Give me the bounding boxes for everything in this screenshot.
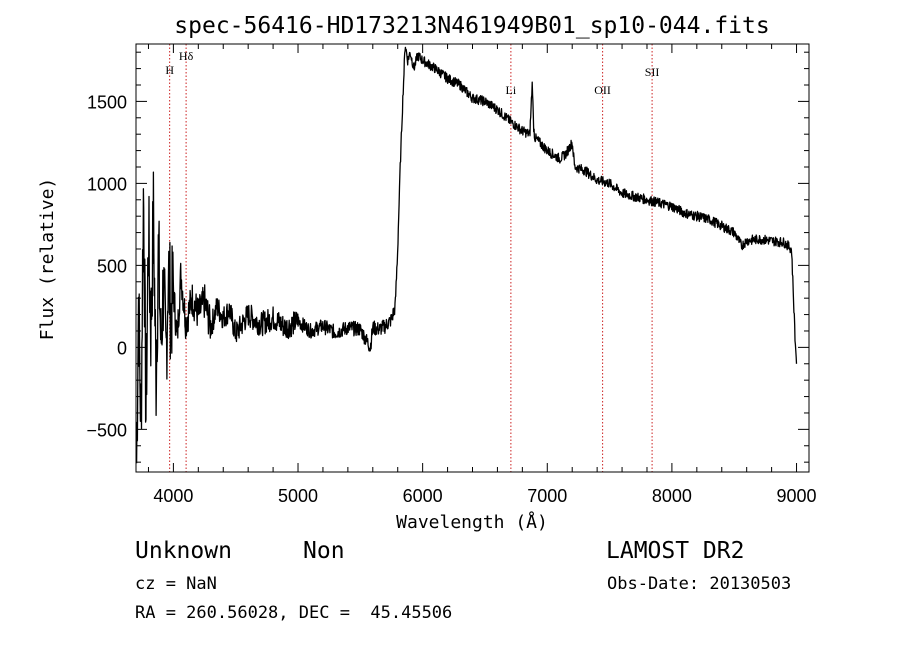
x-tick-label-4: 8000 (652, 486, 692, 506)
y-tick-label-3: 1000 (87, 174, 127, 194)
x-tick-label-1: 5000 (278, 486, 318, 506)
x-tick-label-3: 7000 (527, 486, 567, 506)
y-tick-label-4: 1500 (87, 92, 127, 112)
marker-label-0: H (165, 63, 174, 77)
marker-lines (169, 44, 653, 472)
x-axis-ticks: 4000 5000 6000 7000 8000 9000 (147, 44, 817, 506)
marker-label-3: OII (594, 83, 611, 97)
cz-value: cz = NaN (135, 574, 217, 594)
x-tick-label-0: 4000 (153, 486, 193, 506)
y-axis-label: Flux (relative) (37, 178, 58, 341)
marker-label-1: Hδ (179, 49, 194, 63)
y-tick-label-1: 0 (117, 338, 127, 358)
x-axis-label: Wavelength (Å) (396, 511, 548, 533)
y-tick-label-2: 500 (97, 256, 127, 276)
plot-frame (135, 43, 810, 473)
coordinates: RA = 260.56028, DEC = 45.45506 (135, 603, 453, 623)
spectrum-series-line (135, 46, 798, 464)
marker-label-4: SII (645, 65, 660, 79)
y-axis-ticks: −500 0 500 1000 1500 (86, 51, 809, 463)
chart-title: spec-56416-HD173213N461949B01_sp10-044.f… (174, 13, 769, 39)
survey-label: LAMOST DR2 (606, 538, 745, 564)
y-tick-label-0: −500 (86, 420, 127, 440)
marker-label-2: Li (506, 83, 517, 97)
marker-labels: H Hδ Li OII SII (165, 49, 659, 97)
class-label: Unknown (135, 538, 232, 564)
x-tick-label-5: 9000 (777, 486, 817, 506)
x-tick-label-2: 6000 (403, 486, 443, 506)
obs-date: Obs-Date: 20130503 (607, 574, 792, 594)
subclass-label: Non (303, 538, 345, 564)
